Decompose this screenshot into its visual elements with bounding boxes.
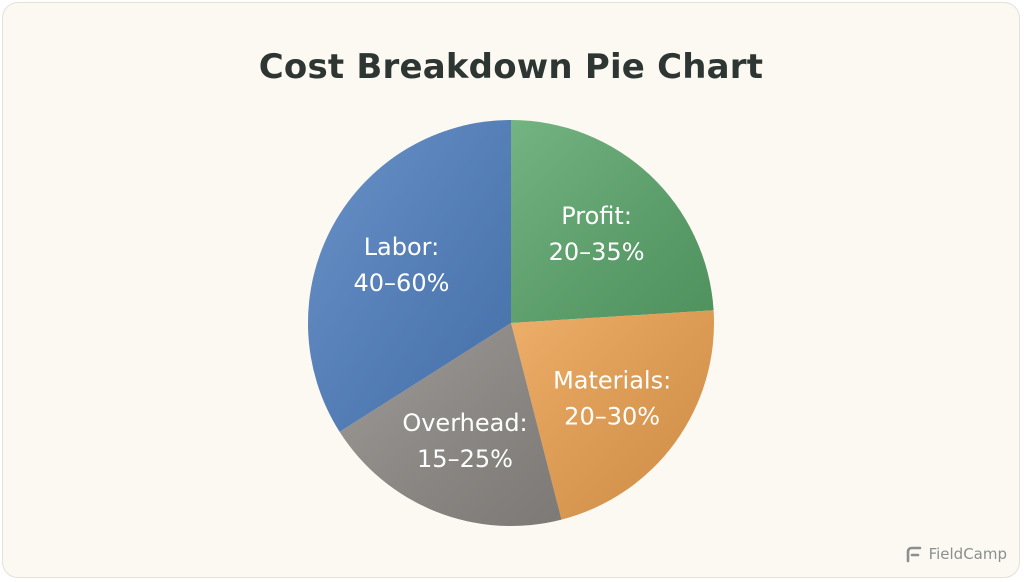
pie-slice-shade-overhead	[339, 323, 562, 526]
slice-value-materials: 20–30%	[564, 402, 660, 430]
brand-watermark: FieldCamp	[905, 545, 1007, 563]
fieldcamp-logo-icon	[905, 545, 923, 563]
slice-label-materials: Materials:	[553, 366, 671, 394]
chart-title: Cost Breakdown Pie Chart	[258, 47, 764, 87]
pie-slices	[308, 120, 714, 526]
slice-label-overhead: Overhead:	[402, 409, 527, 437]
pie-chart: Profit: 20–35% Materials: 20–30% Overhead: 15…	[308, 120, 714, 526]
slice-value-labor: 40–60%	[354, 269, 450, 297]
pie-slice-shade-materials	[511, 310, 714, 520]
pie-slice-shade-labor	[308, 120, 511, 432]
slice-label-labor: Labor:	[364, 233, 440, 261]
slice-value-profit: 20–35%	[549, 238, 645, 266]
pie-slice-shade-profit	[511, 120, 714, 323]
brand-name: FieldCamp	[928, 545, 1007, 563]
slice-label-profit: Profit:	[561, 202, 632, 230]
slice-value-overhead: 15–25%	[417, 445, 513, 473]
pie-labels: Profit: 20–35% Materials: 20–30% Overhead: 15…	[354, 202, 672, 473]
